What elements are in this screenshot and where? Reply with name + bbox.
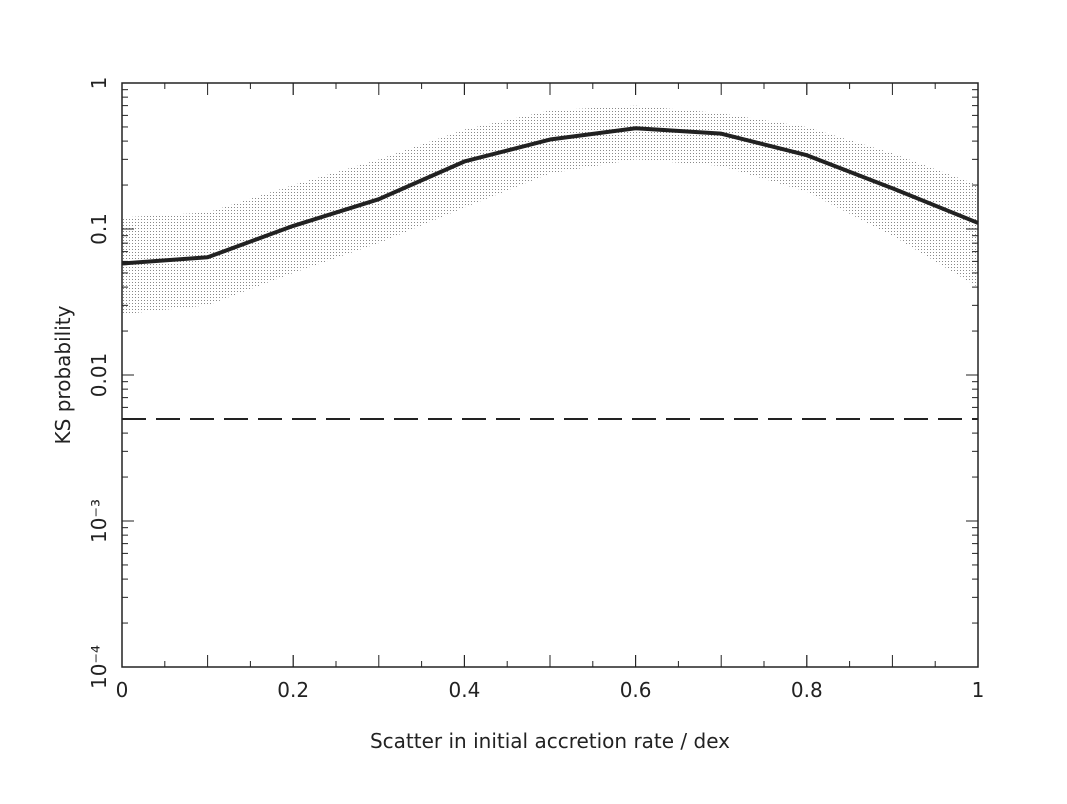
y-tick-label: 0.1 xyxy=(87,213,111,245)
x-axis-label: Scatter in initial accretion rate / dex xyxy=(370,729,730,753)
x-tick-label: 0 xyxy=(116,678,129,702)
y-tick-label: 10⁻⁴ xyxy=(87,645,111,689)
y-tick-label: 0.01 xyxy=(87,353,111,398)
y-axis-label: KS probability xyxy=(51,305,75,444)
x-tick-label: 1 xyxy=(972,678,985,702)
x-tick-label: 0.6 xyxy=(620,678,652,702)
x-tick-label: 0.2 xyxy=(277,678,309,702)
y-tick-label: 10⁻³ xyxy=(87,499,111,543)
line-series xyxy=(121,126,979,266)
x-tick-label: 0.4 xyxy=(448,678,480,702)
y-tick-label: 1 xyxy=(87,77,111,90)
x-tick-label: 0.8 xyxy=(791,678,823,702)
uncertainty-band xyxy=(122,105,978,315)
